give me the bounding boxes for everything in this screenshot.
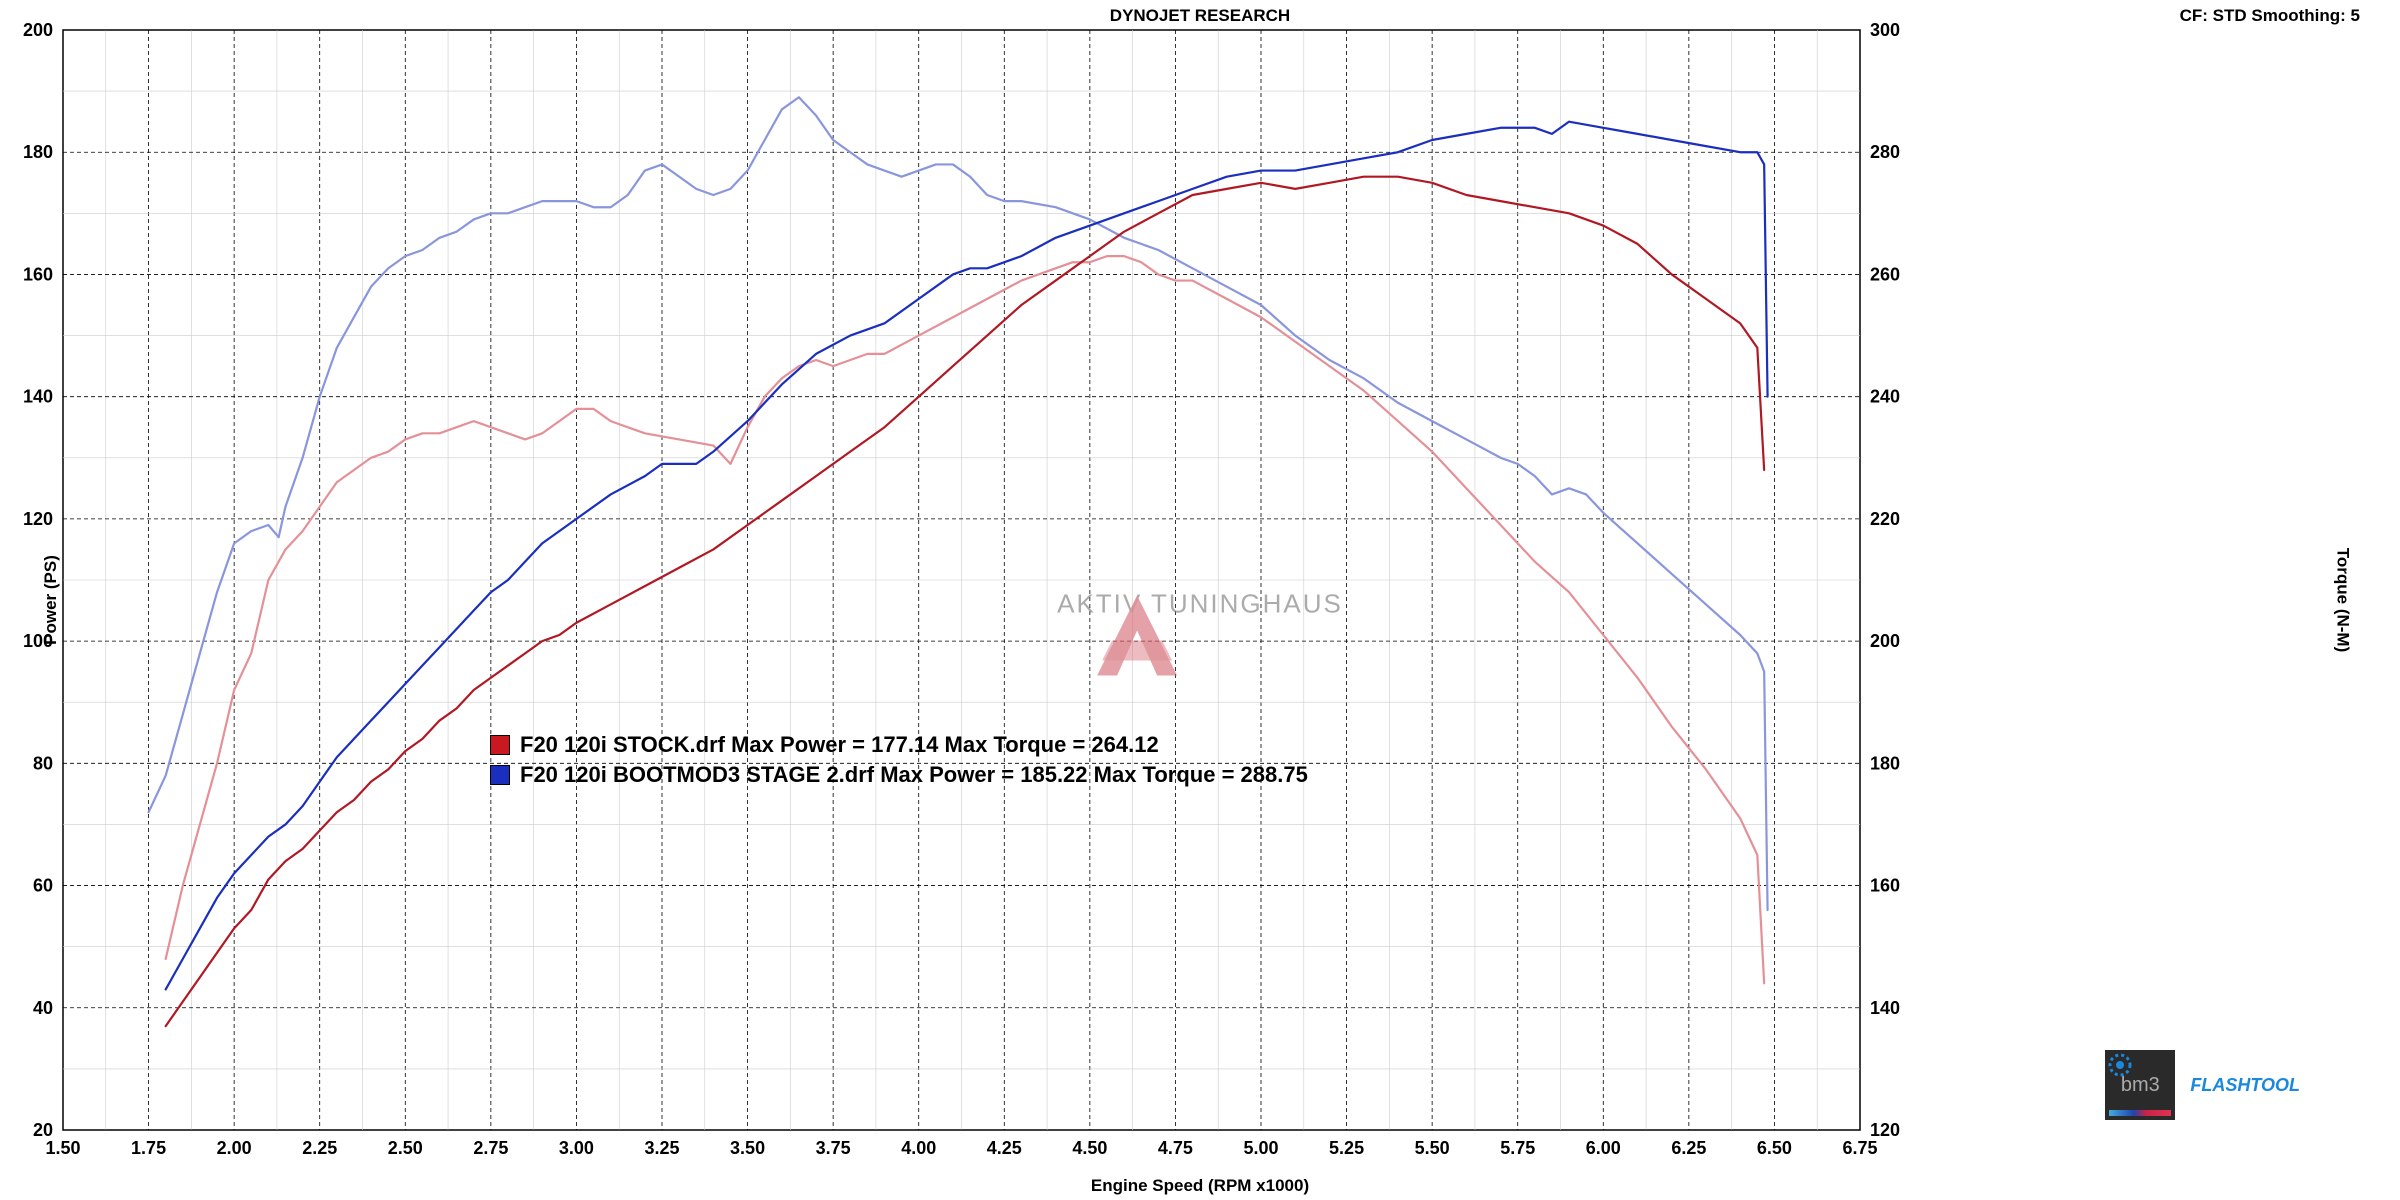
svg-text:200: 200 — [1870, 631, 1900, 651]
svg-text:4.00: 4.00 — [901, 1138, 936, 1158]
svg-text:2.00: 2.00 — [217, 1138, 252, 1158]
svg-text:4.50: 4.50 — [1072, 1138, 1107, 1158]
svg-text:3.75: 3.75 — [816, 1138, 851, 1158]
svg-text:1.50: 1.50 — [45, 1138, 80, 1158]
svg-text:6.50: 6.50 — [1757, 1138, 1792, 1158]
svg-text:3.25: 3.25 — [644, 1138, 679, 1158]
svg-text:140: 140 — [1870, 998, 1900, 1018]
svg-text:60: 60 — [33, 876, 53, 896]
svg-text:4.25: 4.25 — [987, 1138, 1022, 1158]
legend-swatch-icon — [490, 765, 510, 785]
svg-text:3.00: 3.00 — [559, 1138, 594, 1158]
svg-text:6.00: 6.00 — [1586, 1138, 1621, 1158]
svg-text:2.25: 2.25 — [302, 1138, 337, 1158]
svg-text:40: 40 — [33, 998, 53, 1018]
legend: F20 120i STOCK.drf Max Power = 177.14 Ma… — [490, 730, 1308, 789]
svg-text:120: 120 — [23, 509, 53, 529]
svg-text:5.75: 5.75 — [1500, 1138, 1535, 1158]
svg-text:2.75: 2.75 — [473, 1138, 508, 1158]
svg-text:160: 160 — [23, 264, 53, 284]
svg-text:220: 220 — [1870, 509, 1900, 529]
svg-text:2.50: 2.50 — [388, 1138, 423, 1158]
svg-text:3.50: 3.50 — [730, 1138, 765, 1158]
svg-text:200: 200 — [23, 20, 53, 40]
chart-svg: 1.50 1.75 2.00 2.25 2.50 2.75 3.00 3.25 3.50 3.75… — [0, 0, 2400, 1200]
svg-text:280: 280 — [1870, 142, 1900, 162]
legend-swatch-icon — [490, 735, 510, 755]
legend-text: F20 120i STOCK.drf Max Power = 177.14 Ma… — [520, 730, 1159, 760]
svg-text:5.25: 5.25 — [1329, 1138, 1364, 1158]
svg-text:100: 100 — [23, 631, 53, 651]
svg-text:5.50: 5.50 — [1415, 1138, 1450, 1158]
svg-text:1.75: 1.75 — [131, 1138, 166, 1158]
svg-text:180: 180 — [23, 142, 53, 162]
svg-text:180: 180 — [1870, 753, 1900, 773]
legend-item: F20 120i BOOTMOD3 STAGE 2.drf Max Power … — [490, 760, 1308, 790]
svg-text:6.25: 6.25 — [1671, 1138, 1706, 1158]
logos: bm3 FLASHTOOL — [2105, 1050, 2300, 1120]
svg-text:300: 300 — [1870, 20, 1900, 40]
flashtool-logo-icon: FLASHTOOL — [2190, 1075, 2300, 1096]
svg-text:240: 240 — [1870, 387, 1900, 407]
svg-text:140: 140 — [23, 387, 53, 407]
dyno-chart: DYNOJET RESEARCH CF: STD Smoothing: 5 En… — [0, 0, 2400, 1200]
legend-item: F20 120i STOCK.drf Max Power = 177.14 Ma… — [490, 730, 1308, 760]
svg-text:120: 120 — [1870, 1120, 1900, 1140]
svg-text:5.00: 5.00 — [1243, 1138, 1278, 1158]
svg-text:6.75: 6.75 — [1842, 1138, 1877, 1158]
legend-text: F20 120i BOOTMOD3 STAGE 2.drf Max Power … — [520, 760, 1308, 790]
svg-text:160: 160 — [1870, 876, 1900, 896]
svg-text:80: 80 — [33, 753, 53, 773]
svg-text:4.75: 4.75 — [1158, 1138, 1193, 1158]
svg-text:20: 20 — [33, 1120, 53, 1140]
svg-text:260: 260 — [1870, 264, 1900, 284]
